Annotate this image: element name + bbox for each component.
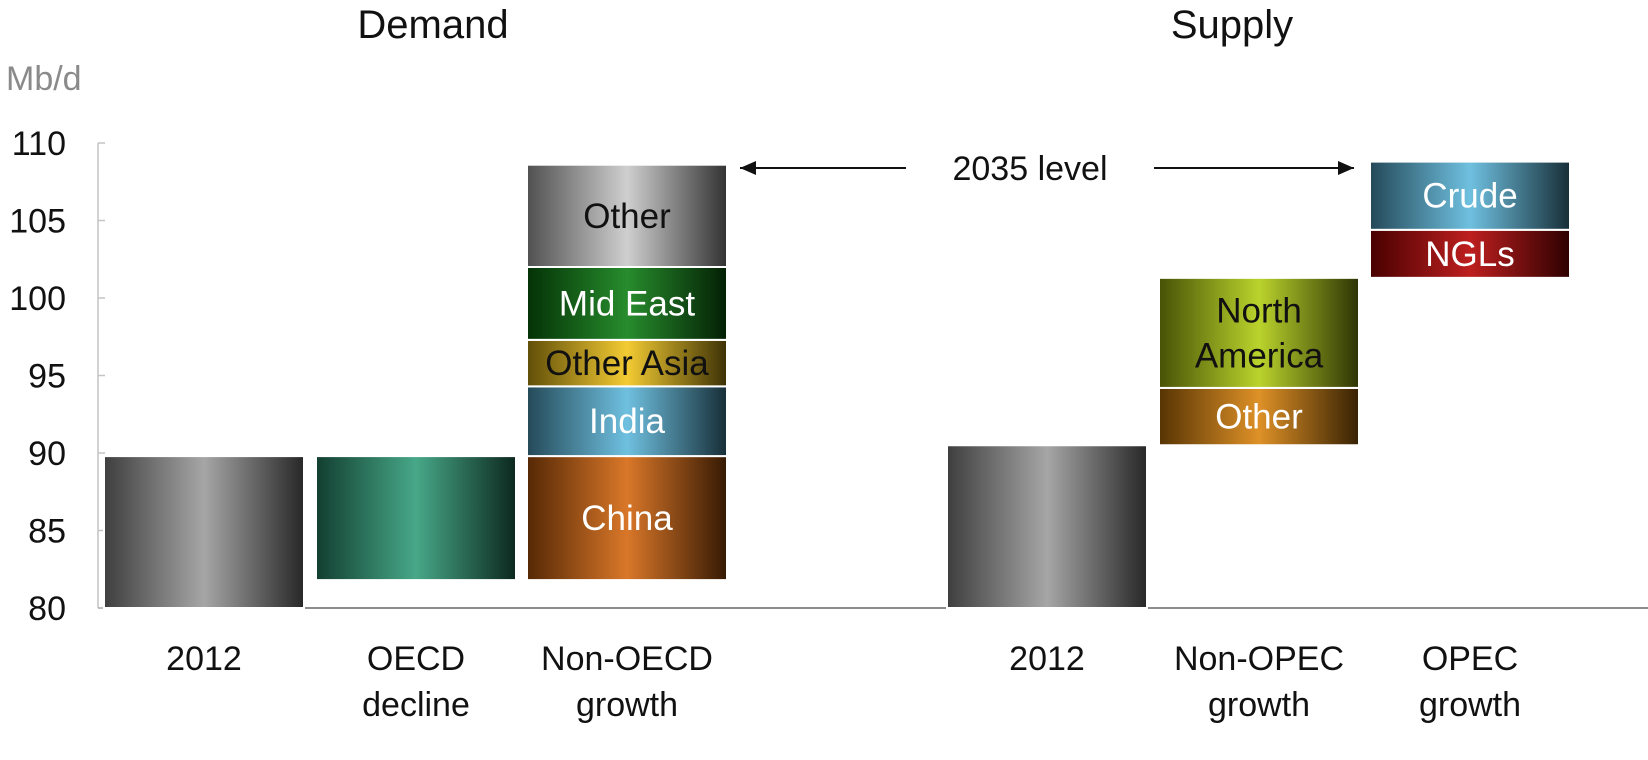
- level-annotation: 2035 level: [740, 150, 1354, 188]
- bar-segment-demand-non-oecd-growth-india: [526, 385, 728, 458]
- panel-title-supply: Supply: [1171, 3, 1293, 47]
- bar-segment-demand-non-oecd-growth-other: [526, 163, 728, 268]
- segment-label: NGLs: [1425, 235, 1514, 274]
- bar-segment-supply-opec-growth-crude: [1369, 160, 1571, 231]
- x-category-label: Non-OPEC growth: [1174, 640, 1344, 724]
- level-arrow-left: [740, 161, 906, 175]
- bars: China India Other Asia Mid East Other Other No…: [103, 160, 1571, 609]
- segment-label: North America: [1195, 291, 1324, 375]
- bar-segment-demand-non-oecd-growth-china: [526, 455, 728, 582]
- segment-label: Crude: [1422, 177, 1517, 216]
- x-category-label: OECD decline: [362, 640, 470, 724]
- x-category-label: OPEC growth: [1419, 640, 1521, 724]
- segment-label: Other Asia: [545, 344, 709, 383]
- y-tick-label: 100: [9, 280, 66, 318]
- y-tick-label: 110: [12, 125, 66, 163]
- bar-segment-demand-non-oecd-growth-other-asia: [526, 338, 728, 388]
- y-tick-label: 80: [28, 590, 66, 628]
- level-annotation-text: 2035 level: [952, 150, 1107, 188]
- segment-label: Mid East: [559, 284, 695, 323]
- level-arrow-right: [1154, 161, 1354, 175]
- x-category-label: 2012: [1009, 640, 1085, 678]
- bar-segment-supply-2012: [946, 444, 1148, 609]
- y-axis-unit-label: Mb/d: [6, 60, 82, 98]
- y-tick-label: 105: [9, 203, 66, 241]
- bar-segment-demand-2012: [103, 455, 305, 609]
- y-tick-label: 90: [28, 435, 66, 473]
- segment-label: China: [581, 499, 673, 538]
- bar-segment-supply-non-opec-growth-north-america: [1158, 276, 1360, 389]
- y-tick-label: 95: [28, 358, 66, 396]
- panel-title-demand: Demand: [357, 3, 508, 47]
- segment-label: Other: [1215, 398, 1303, 437]
- segment-label: India: [589, 402, 665, 441]
- x-category-label: Non-OECD growth: [541, 640, 713, 724]
- x-category-label: 2012: [166, 640, 242, 678]
- bar-segment-demand-oecd-decline: [315, 455, 517, 582]
- segment-label: Other: [583, 197, 671, 236]
- axes: 80 85 90 95 100 105 110: [9, 125, 1648, 628]
- y-tick-label: 85: [28, 513, 66, 551]
- bar-segment-supply-non-opec-growth-other: [1158, 386, 1360, 447]
